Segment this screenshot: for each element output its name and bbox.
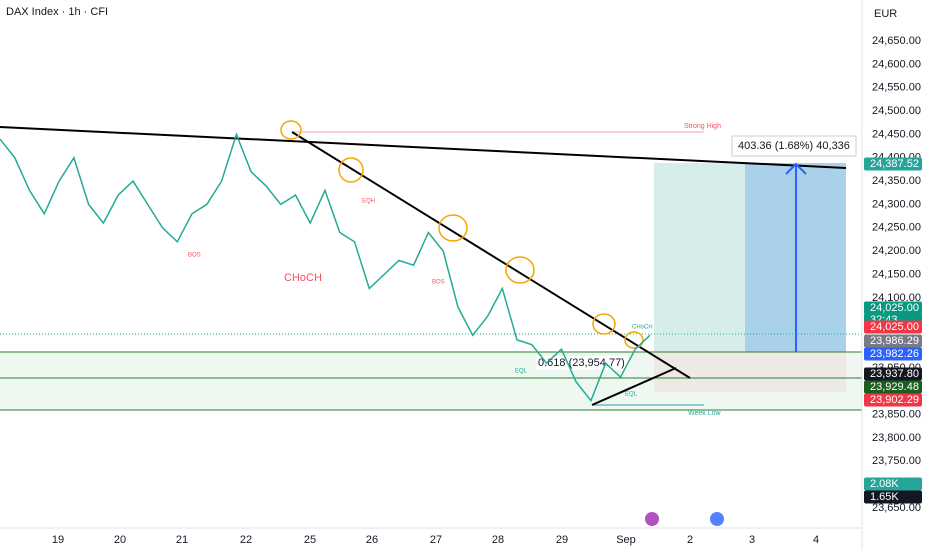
demand-zone — [0, 352, 862, 410]
event-icon[interactable] — [710, 512, 724, 526]
price-tag-text: 24,387.52 — [870, 158, 919, 170]
price-tag-text: 1.65K — [870, 491, 899, 503]
price-tag-text: 2.08K — [870, 478, 899, 490]
price-tag-text: 24,025.00 — [870, 302, 919, 314]
price-tag-text: 23,982.26 — [870, 348, 919, 360]
price-tick: 24,150.00 — [872, 268, 921, 280]
price-tick: 24,600.00 — [872, 58, 921, 70]
price-tag-text: 24,025.00 — [870, 321, 919, 333]
price-tag-text: 23,929.48 — [870, 381, 919, 393]
swing-markers — [280, 120, 644, 349]
price-tick: 23,750.00 — [872, 455, 921, 467]
price-tag-text: 23,986.29 — [870, 335, 919, 347]
choch-label: CHoCH — [284, 272, 322, 284]
price-tick: 23,650.00 — [872, 502, 921, 514]
time-tick: 26 — [366, 534, 378, 546]
time-tick: 22 — [240, 534, 252, 546]
price-tag-text: 23,902.29 — [870, 394, 919, 406]
strong-high: Strong High — [684, 123, 721, 130]
bos-label: BOS — [432, 280, 445, 286]
price-tick: 23,800.00 — [872, 432, 921, 444]
price-tag — [864, 380, 922, 394]
profit-zone — [654, 163, 745, 352]
trendline — [291, 131, 691, 379]
time-tick: 19 — [52, 534, 64, 546]
price-tag — [864, 393, 922, 407]
price-tag — [864, 367, 922, 381]
measure-box — [731, 135, 857, 157]
price-tick: 24,650.00 — [872, 35, 921, 47]
time-tick: Sep — [616, 534, 636, 546]
eql-label: EQL — [625, 392, 638, 398]
time-tick: 21 — [176, 534, 188, 546]
price-tick: 23,850.00 — [872, 409, 921, 421]
event-icon[interactable] — [645, 512, 659, 526]
time-tick: 3 — [749, 534, 755, 546]
time-tick: 27 — [430, 534, 442, 546]
price-tag — [864, 347, 922, 361]
price-series — [0, 132, 651, 403]
time-tick: 2 — [687, 534, 693, 546]
time-tick: 28 — [492, 534, 504, 546]
time-tick: 29 — [556, 534, 568, 546]
fib-label: 0.618 (23,954.77) — [538, 357, 625, 369]
price-tag — [864, 490, 922, 504]
chart-title: DAX Index · 1h · CFI — [6, 6, 108, 18]
price-tick: 24,200.00 — [872, 245, 921, 257]
time-tick: 25 — [304, 534, 316, 546]
price-tag — [864, 320, 922, 334]
time-tick: 4 — [813, 534, 819, 546]
price-tag — [864, 334, 922, 348]
price-tick: 24,300.00 — [872, 198, 921, 210]
choch-label: CHoCH — [632, 325, 653, 331]
price-tick: 24,500.00 — [872, 105, 921, 117]
price-tick: 24,100.00 — [872, 292, 921, 304]
time-tick: 20 — [114, 534, 126, 546]
currency[interactable]: EUR — [874, 8, 897, 20]
trendline — [0, 126, 847, 169]
price-tick: 24,350.00 — [872, 175, 921, 187]
measure-label: 403.36 (1.68%) 40,336 — [738, 140, 850, 152]
eqh-label: EQH — [362, 199, 375, 205]
arrow-head — [785, 162, 807, 175]
price-tag-text: 23,937.80 — [870, 368, 919, 380]
price-tick: 24,550.00 — [872, 82, 921, 94]
trendline — [591, 367, 677, 406]
price-tag — [864, 157, 922, 171]
price-tick: 24,450.00 — [872, 128, 921, 140]
week-low: Week Low — [688, 410, 721, 417]
bos-label: BOS — [188, 253, 201, 259]
price-tag — [864, 477, 922, 491]
price-tick: 24,250.00 — [872, 222, 921, 234]
eql-label: EQL — [515, 369, 528, 375]
price-tag — [864, 301, 922, 315]
